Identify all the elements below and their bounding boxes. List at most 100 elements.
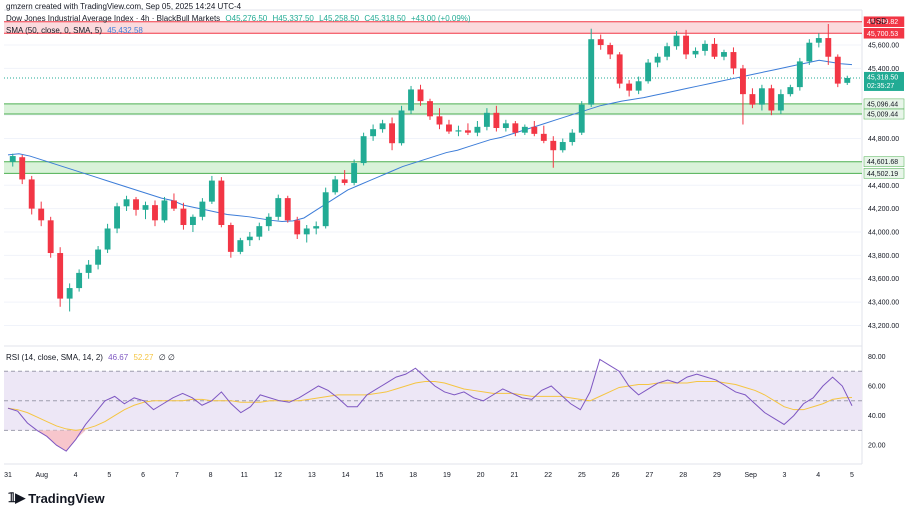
resistance-zone	[4, 21, 862, 34]
candle-body	[455, 130, 462, 132]
candle-body	[284, 198, 291, 221]
candle-body	[474, 126, 481, 133]
candle-body	[189, 216, 196, 225]
candle-body	[417, 89, 424, 102]
candle-body	[607, 45, 614, 55]
sma-series-line	[7, 59, 853, 222]
time-tick-label: 6	[141, 472, 145, 479]
candle-body	[834, 56, 841, 84]
candle-body	[19, 157, 26, 180]
last-price-label: 45,318.50	[867, 74, 898, 81]
candle-body	[237, 240, 244, 252]
support-zone	[4, 161, 862, 174]
countdown-label: 02:35:27	[867, 83, 894, 90]
zones	[4, 21, 862, 174]
zone-price-tag-label: 44,601.68	[867, 159, 898, 166]
candle-body	[95, 249, 102, 265]
candle-body	[815, 38, 822, 43]
candle-body	[142, 205, 149, 210]
candle-body	[588, 39, 595, 105]
price-tick-label: 43,600.00	[868, 276, 899, 283]
candle-body	[379, 123, 386, 130]
candle-body	[730, 52, 737, 69]
candle-body	[398, 110, 405, 144]
candle-body	[550, 140, 557, 151]
candles	[9, 24, 851, 312]
candle-body	[502, 123, 509, 129]
candle-body	[559, 142, 566, 151]
time-tick-label: 15	[375, 472, 383, 479]
candle-body	[408, 89, 414, 111]
price-tick-label: 44,200.00	[868, 206, 899, 213]
time-tick-label: 12	[274, 472, 282, 479]
candle-body	[322, 192, 329, 227]
brand-name: TradingView	[28, 490, 105, 506]
rsi-legend[interactable]: RSI (14, close, SMA, 14, 2) 46.67 52.27 …	[6, 353, 178, 362]
sma-label: SMA (50, close, 0, SMA, 5)	[6, 26, 103, 35]
candle-body	[512, 123, 519, 133]
time-tick-label: 4	[816, 472, 820, 479]
candle-body	[275, 198, 282, 217]
candle-body	[768, 88, 775, 111]
candle-body	[711, 43, 718, 57]
candle-body	[294, 220, 301, 235]
sma-legend[interactable]: SMA (50, close, 0, SMA, 5) 45,432.58	[6, 26, 146, 35]
candle-body	[76, 272, 83, 289]
price-tick-label: 45,400.00	[868, 66, 899, 73]
currency-label[interactable]: USD	[870, 17, 887, 26]
created-by: gmzern created with TradingView.com, Sep…	[6, 2, 242, 11]
zone-price-tag-label: 45,009.44	[867, 112, 898, 119]
rsi-tick-label: 60.00	[868, 384, 886, 391]
candle-body	[635, 81, 642, 91]
candle-body	[645, 62, 652, 82]
time-tick-label: 5	[107, 472, 111, 479]
zone-price-tag	[863, 28, 905, 39]
candle-body	[844, 77, 851, 83]
zone-price-tag	[863, 108, 905, 120]
time-tick-label: 21	[511, 472, 519, 479]
candle-body	[664, 46, 671, 57]
candle-body	[626, 83, 633, 91]
time-tick-label: 26	[612, 472, 620, 479]
candle-body	[85, 264, 92, 273]
candle-body	[208, 180, 215, 202]
time-tick-label: 22	[544, 472, 552, 479]
time-tick-label: 27	[646, 472, 654, 479]
time-tick-label: 19	[443, 472, 451, 479]
candle-body	[246, 236, 253, 241]
time-tick-label: 13	[308, 472, 316, 479]
rsi-ma-value: 52.27	[133, 353, 154, 362]
candle-body	[758, 88, 765, 105]
ohlc-close: C45,318.50	[364, 14, 406, 23]
candle-body	[180, 208, 187, 225]
zone-price-tag-label: 45,096.44	[867, 101, 898, 108]
rsi-label: RSI (14, close, SMA, 14, 2)	[6, 353, 103, 362]
candle-body	[9, 156, 16, 162]
candle-body	[569, 132, 576, 143]
zone-price-tag-label: 44,502.19	[867, 171, 898, 178]
zone-price-tag	[863, 156, 905, 167]
time-tick-label: 14	[342, 472, 350, 479]
candle-body	[616, 54, 623, 84]
symbol-info: Dow Jones Industrial Average Index · 4h …	[6, 14, 474, 23]
zone-price-tag-label: 45,700.53	[867, 31, 898, 38]
rsi-line	[7, 358, 853, 452]
price-tick-label: 43,400.00	[868, 300, 899, 307]
price-tick-label: 44,800.00	[868, 136, 899, 143]
candle-body	[749, 94, 756, 105]
candle-body	[578, 104, 585, 133]
candle-body	[227, 224, 234, 252]
candle-body	[483, 112, 490, 127]
time-tick-label: 11	[241, 472, 248, 479]
candle-body	[654, 56, 661, 63]
tradingview-logo: 𝟙▶ TradingView	[8, 490, 105, 506]
time-tick-label: 29	[713, 472, 721, 479]
time-tick-label: Sep	[744, 472, 757, 479]
time-tick-label: 3	[783, 472, 787, 479]
candle-body	[57, 253, 64, 299]
candle-body	[114, 206, 120, 229]
time-tick-label: 18	[409, 472, 417, 479]
rsi-tick-label: 40.00	[868, 413, 886, 420]
candle-body	[104, 228, 111, 250]
